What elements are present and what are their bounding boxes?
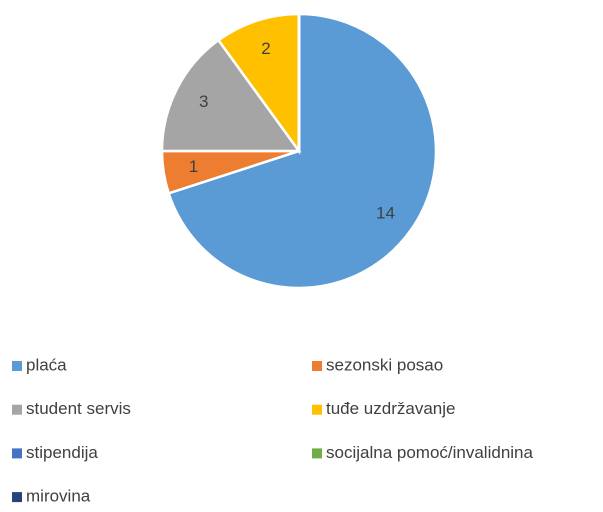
data-label: 3 (199, 92, 208, 111)
legend-swatch (12, 404, 22, 415)
legend-swatch (312, 361, 322, 371)
legend-label: plaća (26, 355, 67, 374)
pie-slice (167, 12, 438, 290)
data-label: 2 (261, 39, 270, 58)
legend-swatch (312, 448, 322, 459)
legend-label: student servis (26, 399, 131, 418)
legend-swatch (12, 492, 22, 503)
legend-swatch (12, 361, 22, 371)
pie-slice (216, 12, 301, 155)
pie-slice (160, 38, 302, 153)
legend-label: sezonski posao (326, 355, 443, 374)
legend-swatch (312, 404, 322, 415)
data-label: 14 (376, 203, 395, 222)
legend-label: socijalna pomoć/invalidnina (326, 443, 534, 462)
legend-label: stipendija (26, 443, 98, 462)
data-label: 1 (189, 157, 198, 176)
legend-label: mirovina (26, 487, 91, 506)
legend-swatch (12, 448, 22, 459)
legend-label: tuđe uzdržavanje (326, 399, 455, 418)
